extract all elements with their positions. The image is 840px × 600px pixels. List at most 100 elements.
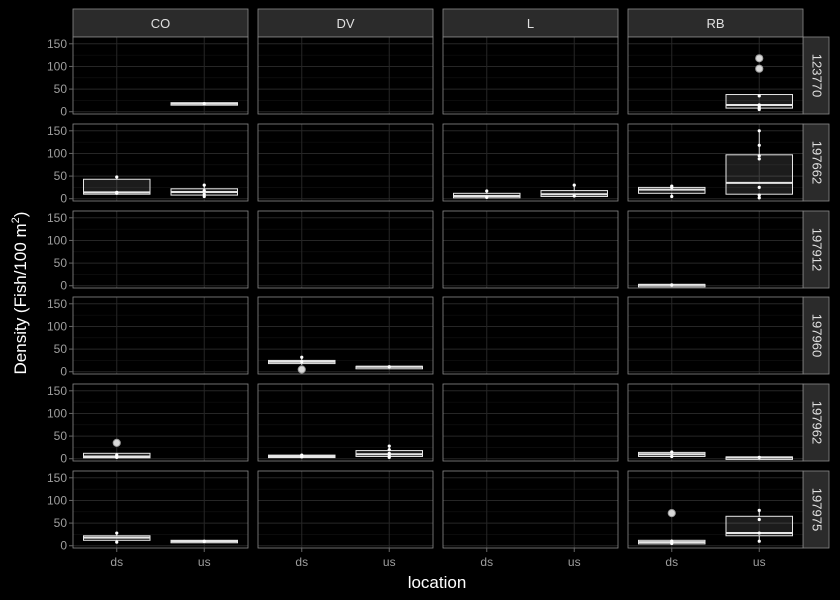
panel-197960-DV [257, 296, 434, 375]
panel-background [628, 297, 803, 374]
panel-border [442, 470, 619, 549]
panel-border [627, 296, 804, 375]
data-point [202, 101, 206, 106]
data-point [757, 103, 761, 107]
box-outlier [755, 64, 764, 73]
panel-background [73, 471, 248, 548]
y-axis-title-superscript: 2 [10, 217, 22, 223]
x-tick-label: ds [110, 555, 123, 569]
data-point [757, 143, 761, 147]
panel-background [73, 37, 248, 114]
box-ds [268, 453, 336, 459]
panel-123770-CO [72, 36, 249, 115]
x-tick-label: us [198, 555, 211, 569]
data-point [757, 154, 761, 158]
panel-border [257, 383, 434, 462]
panel-197962-CO [72, 383, 249, 462]
y-tick-label: 0 [60, 365, 67, 379]
data-point [115, 455, 119, 459]
panel-197962-DV [257, 383, 434, 462]
y-tick-label: 0 [60, 105, 67, 119]
column-strip-RB [627, 8, 804, 38]
panel-197912-DV [257, 210, 434, 289]
box-us [170, 183, 238, 199]
y-tick-label: 0 [60, 452, 67, 466]
data-point [387, 448, 391, 452]
box-body [725, 515, 793, 537]
data-point [670, 450, 674, 454]
data-point [387, 454, 391, 458]
panel-background [443, 384, 618, 461]
data-point [202, 188, 206, 193]
data-point [202, 192, 206, 196]
data-point [757, 129, 761, 133]
panel-background [628, 124, 803, 201]
column-strip-label: L [527, 16, 534, 31]
x-tick-label: us [753, 555, 766, 569]
panel-border [72, 36, 249, 115]
x-tick-label: ds [480, 555, 493, 569]
x-tick-label: us [568, 555, 581, 569]
row-strip-label: 197962 [810, 401, 825, 444]
axes-layer: 0 50 100 150 0 50 100 150 0 50 100 150 0 50 100 150 0 50 1… [47, 37, 766, 569]
column-strip-label: CO [151, 16, 171, 31]
panel-background [443, 471, 618, 548]
data-point [670, 541, 674, 546]
panel-background [443, 211, 618, 288]
data-point [115, 540, 119, 544]
panel-background [628, 471, 803, 548]
panel-background [73, 211, 248, 288]
panel-background [73, 384, 248, 461]
y-tick-label: 100 [47, 493, 67, 507]
data-point [115, 175, 119, 179]
panel-background [258, 124, 433, 201]
y-tick-label: 0 [60, 279, 67, 293]
panel-background [258, 211, 433, 288]
panel-border [72, 296, 249, 375]
box-outlier [755, 54, 764, 63]
data-point [757, 539, 761, 543]
x-tick-label: ds [665, 555, 678, 569]
y-tick-label: 0 [60, 539, 67, 553]
y-tick-label: 150 [47, 297, 67, 311]
panel-197962-RB [627, 383, 804, 462]
panel-border [627, 383, 804, 462]
panel-background [628, 37, 803, 114]
panel-197912-RB [627, 210, 804, 289]
panel-border [72, 210, 249, 289]
panel-197960-L [442, 296, 619, 375]
box-ds [453, 189, 521, 199]
y-tick-label: 150 [47, 211, 67, 225]
panel-border [72, 123, 249, 202]
panel-border [257, 210, 434, 289]
data-point [572, 194, 576, 198]
data-point [670, 454, 674, 459]
data-point [670, 283, 674, 287]
column-strip-label: RB [706, 16, 724, 31]
panel-border [72, 383, 249, 462]
data-point [387, 451, 391, 455]
data-point [115, 190, 119, 194]
data-point [485, 195, 489, 199]
data-point [757, 94, 761, 98]
data-point [202, 194, 206, 199]
box-ds [83, 438, 151, 459]
panel-197662-CO [72, 123, 249, 202]
box-ds [83, 531, 151, 544]
data-point [202, 183, 206, 187]
panel-border [257, 296, 434, 375]
panel-197975-DV [257, 470, 434, 549]
box-outlier [297, 365, 306, 374]
box-outlier [112, 438, 121, 447]
panel-197912-L [442, 210, 619, 289]
panel-123770-DV [257, 36, 434, 115]
panel-197662-L [442, 123, 619, 202]
y-tick-label: 150 [47, 384, 67, 398]
box-us [725, 508, 793, 543]
y-tick-label: 50 [54, 516, 68, 530]
y-tick-label: 50 [54, 169, 68, 183]
x-tick-label: us [383, 555, 396, 569]
box-us [355, 365, 423, 370]
box-outlier [667, 509, 676, 518]
y-tick-label: 100 [47, 59, 67, 73]
